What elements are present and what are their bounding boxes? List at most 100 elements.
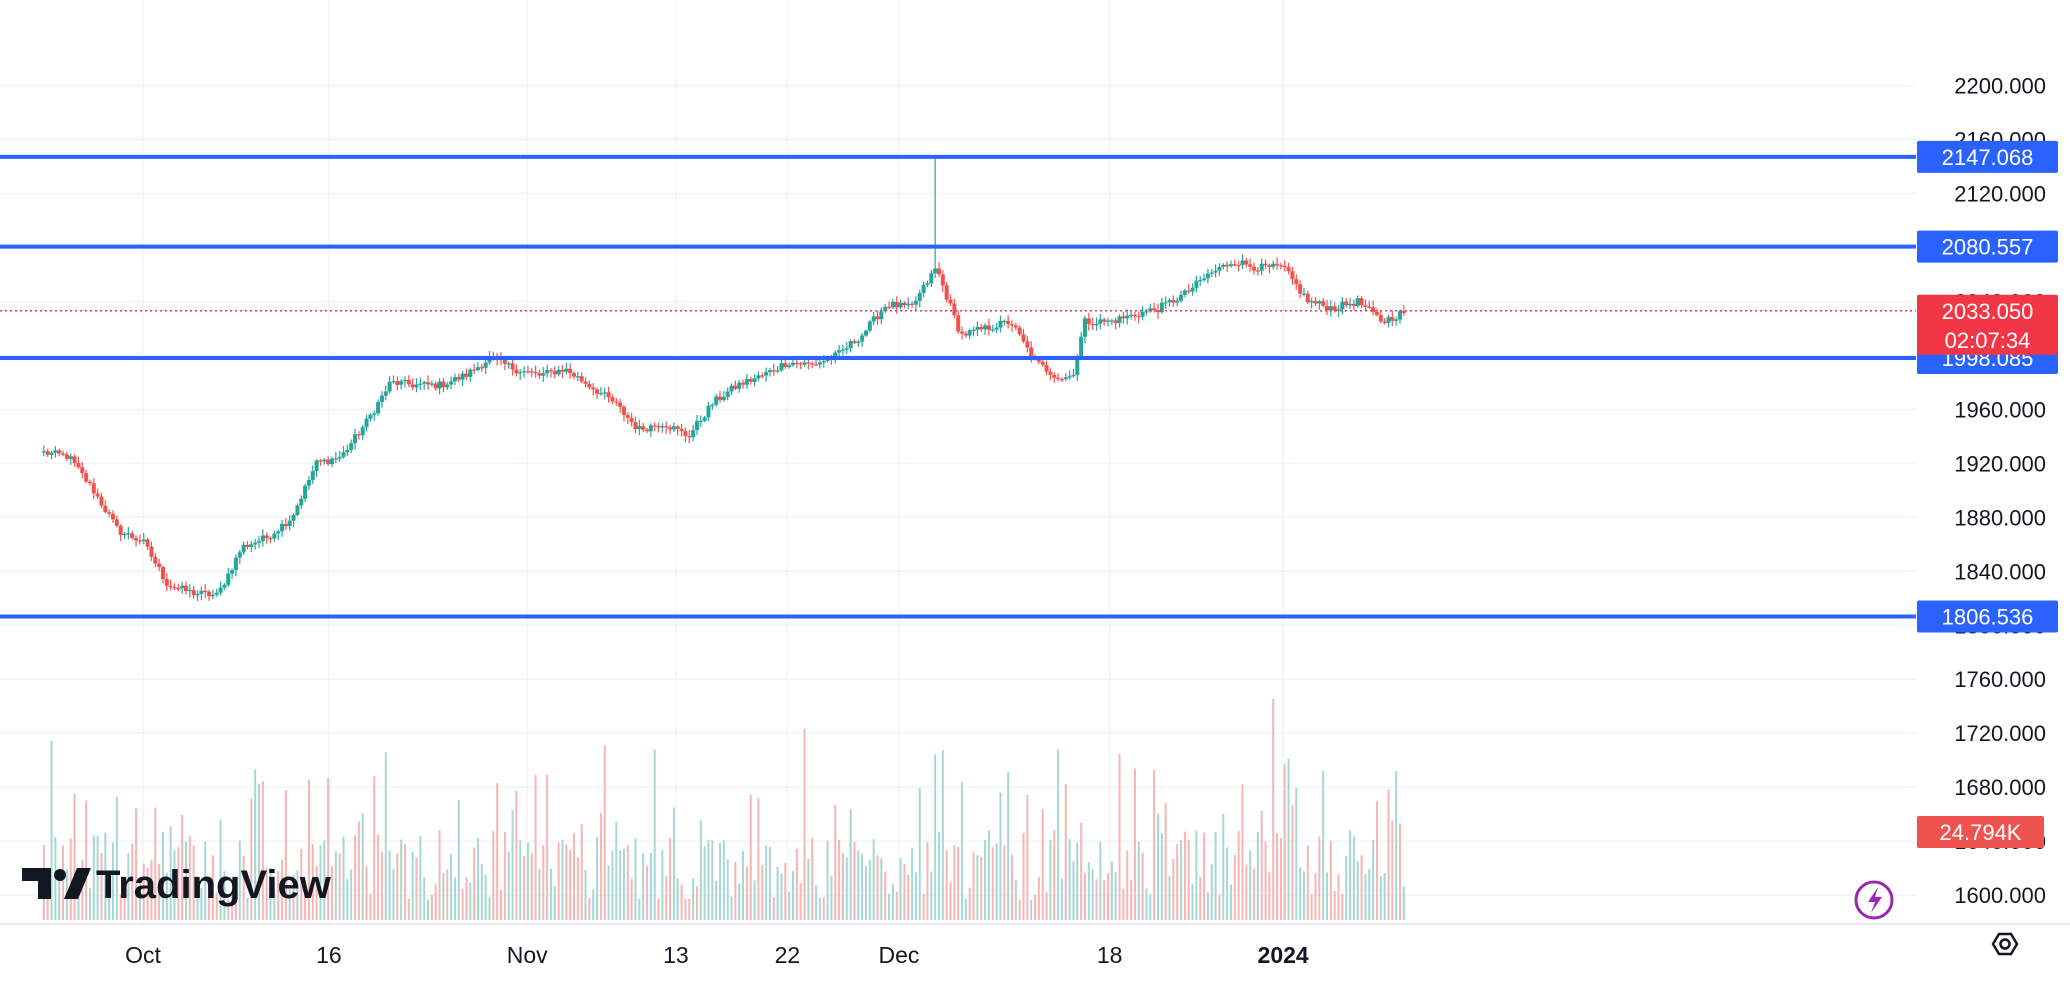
candle — [975, 321, 980, 337]
candle-body — [1132, 314, 1137, 317]
volume-bar — [1333, 890, 1336, 920]
candle — [107, 509, 112, 517]
candle-body — [1194, 280, 1199, 288]
time-axis[interactable]: Oct 16 Nov 13 22 Dec 18 2024 — [125, 942, 1309, 968]
volume-bar — [488, 897, 491, 920]
candle-body — [967, 330, 972, 336]
time-tick-label: 16 — [316, 942, 342, 968]
volume-bar — [457, 800, 460, 920]
candle — [856, 339, 861, 347]
candle-body — [698, 420, 703, 423]
candle — [1325, 299, 1330, 316]
volume-bar — [765, 845, 768, 920]
candle-body — [61, 453, 66, 455]
candle-body — [341, 452, 346, 457]
volume-bar — [661, 849, 664, 920]
volume-bar — [799, 882, 802, 920]
volume-bar — [484, 874, 487, 920]
volume-bar — [730, 896, 733, 920]
candle-body — [902, 302, 907, 306]
volume-bar — [549, 868, 552, 920]
candle — [414, 378, 419, 393]
candle-body — [483, 362, 488, 368]
tradingview-logo[interactable]: TradingView — [22, 863, 332, 907]
candle — [706, 401, 711, 422]
candle-body — [210, 594, 215, 597]
candle — [256, 536, 261, 548]
candle — [41, 445, 46, 457]
volume-bar — [1156, 813, 1159, 920]
candle-body — [1228, 264, 1233, 267]
candle-body — [422, 382, 427, 384]
candle — [303, 483, 308, 503]
candle-body — [1090, 324, 1095, 326]
candle-body — [41, 451, 46, 453]
candle — [1317, 299, 1322, 310]
candle — [410, 378, 415, 391]
volume-bar — [561, 839, 564, 920]
candle — [1132, 311, 1137, 321]
volume-bar — [1383, 872, 1386, 920]
candle — [1313, 296, 1318, 307]
volume-bar — [653, 749, 656, 920]
volume-bar — [238, 840, 241, 920]
candle-body — [429, 383, 434, 385]
lightning-icon[interactable] — [1854, 880, 1894, 920]
time-tick-label: 13 — [663, 942, 689, 968]
candle-body — [452, 377, 457, 382]
candle — [545, 364, 550, 378]
volume-bar — [354, 835, 357, 920]
candle-body — [721, 396, 726, 400]
candle-body — [1301, 293, 1306, 295]
volume-bar — [142, 863, 145, 920]
volume-bar — [692, 878, 695, 920]
candle — [944, 281, 949, 303]
candle-body — [1067, 376, 1072, 378]
candle — [1113, 317, 1118, 330]
volume-bar — [665, 875, 668, 920]
candle-body — [1136, 316, 1141, 318]
candle-body — [595, 389, 600, 394]
volume-bar — [323, 840, 326, 920]
volume-bar — [311, 844, 314, 920]
volume-bar — [1145, 888, 1148, 920]
candle — [160, 565, 165, 584]
candle — [1290, 267, 1295, 285]
volume-bar — [926, 842, 929, 920]
price-tick-label: 1720.000 — [1954, 721, 2046, 746]
candle — [241, 541, 246, 555]
volume-bar — [138, 877, 141, 920]
candle — [867, 319, 872, 333]
horizontal-level-lines[interactable] — [0, 154, 1916, 619]
volume-bar — [223, 871, 226, 920]
candle-body — [230, 569, 235, 574]
candle-body — [345, 449, 350, 453]
candle — [1198, 276, 1203, 286]
candle — [595, 387, 600, 399]
candle — [199, 586, 204, 601]
candle-body — [1236, 264, 1241, 267]
candle-body — [852, 341, 857, 343]
candle — [729, 383, 734, 396]
volume-bar — [1364, 874, 1367, 920]
volume-bar — [757, 798, 760, 920]
candle-body — [406, 379, 411, 385]
candle — [176, 583, 181, 592]
volume-bar — [911, 847, 914, 920]
gear-icon[interactable] — [1991, 932, 2019, 956]
volume-bar — [715, 880, 718, 920]
candle — [598, 387, 603, 396]
volume-bar — [1099, 841, 1102, 920]
candle-body — [1152, 308, 1157, 311]
volume-bar — [1345, 856, 1348, 920]
candle — [1109, 318, 1114, 325]
volume-bar — [1122, 888, 1125, 920]
candle-body — [122, 533, 127, 536]
candle — [1321, 298, 1326, 308]
candle — [779, 359, 784, 372]
candle — [737, 380, 742, 393]
volume-bar — [934, 754, 937, 920]
candle — [111, 510, 116, 523]
candle — [391, 375, 396, 384]
